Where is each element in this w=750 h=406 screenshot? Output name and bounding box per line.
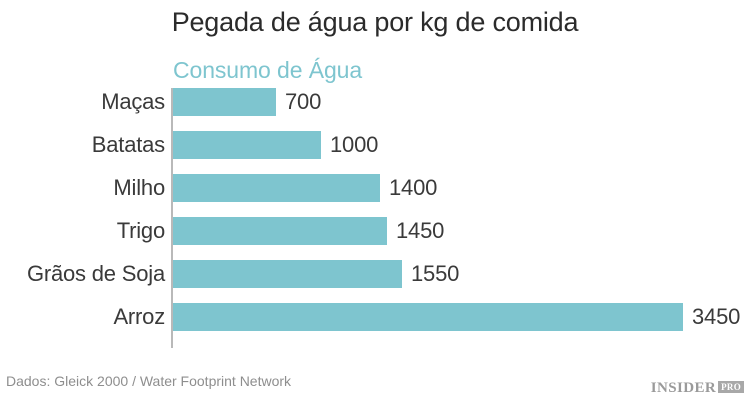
bar-value-label: 1400 bbox=[389, 175, 438, 200]
bar-row: Trigo 1450 bbox=[0, 217, 750, 245]
bar-value-label: 1000 bbox=[330, 132, 379, 157]
bar-row: Maças 700 bbox=[0, 88, 750, 116]
bar-category-label: Milho bbox=[113, 175, 165, 200]
bar-value-label: 700 bbox=[285, 89, 322, 114]
bar-row: Milho 1400 bbox=[0, 174, 750, 202]
bar bbox=[173, 174, 380, 202]
bar bbox=[173, 217, 387, 245]
bar-value-label: 1550 bbox=[411, 261, 460, 286]
brand-logo: INSIDER PRO bbox=[651, 380, 744, 396]
y-axis-line bbox=[171, 88, 173, 348]
bar-value-label: 1450 bbox=[396, 218, 445, 243]
chart-legend-label: Consumo de Água bbox=[173, 57, 363, 83]
chart-title: Pegada de água por kg de comida bbox=[171, 7, 579, 37]
bar-category-label: Grãos de Soja bbox=[26, 261, 165, 286]
bar-row: Grãos de Soja 1550 bbox=[0, 260, 750, 288]
bar-row: Arroz 3450 bbox=[0, 303, 750, 331]
brand-sub-badge: PRO bbox=[718, 381, 744, 393]
bar-category-label: Batatas bbox=[91, 132, 165, 157]
bar-category-label: Trigo bbox=[116, 218, 166, 243]
bar bbox=[173, 260, 402, 288]
bar-category-label: Arroz bbox=[113, 304, 165, 329]
bar bbox=[173, 303, 683, 331]
bar-row: Batatas 1000 bbox=[0, 131, 750, 159]
brand-name-text: INSIDER bbox=[650, 380, 717, 396]
bar bbox=[173, 88, 276, 116]
chart-plot-area: Maças 700 Batatas 1000 Milho 1400 Trigo 1450 Grã… bbox=[0, 88, 750, 350]
bar-value-label: 3450 bbox=[692, 304, 741, 329]
bar bbox=[173, 131, 321, 159]
bar-category-label: Maças bbox=[101, 89, 165, 114]
chart-source-note: Dados: Gleick 2000 / Water Footprint Net… bbox=[6, 373, 292, 389]
